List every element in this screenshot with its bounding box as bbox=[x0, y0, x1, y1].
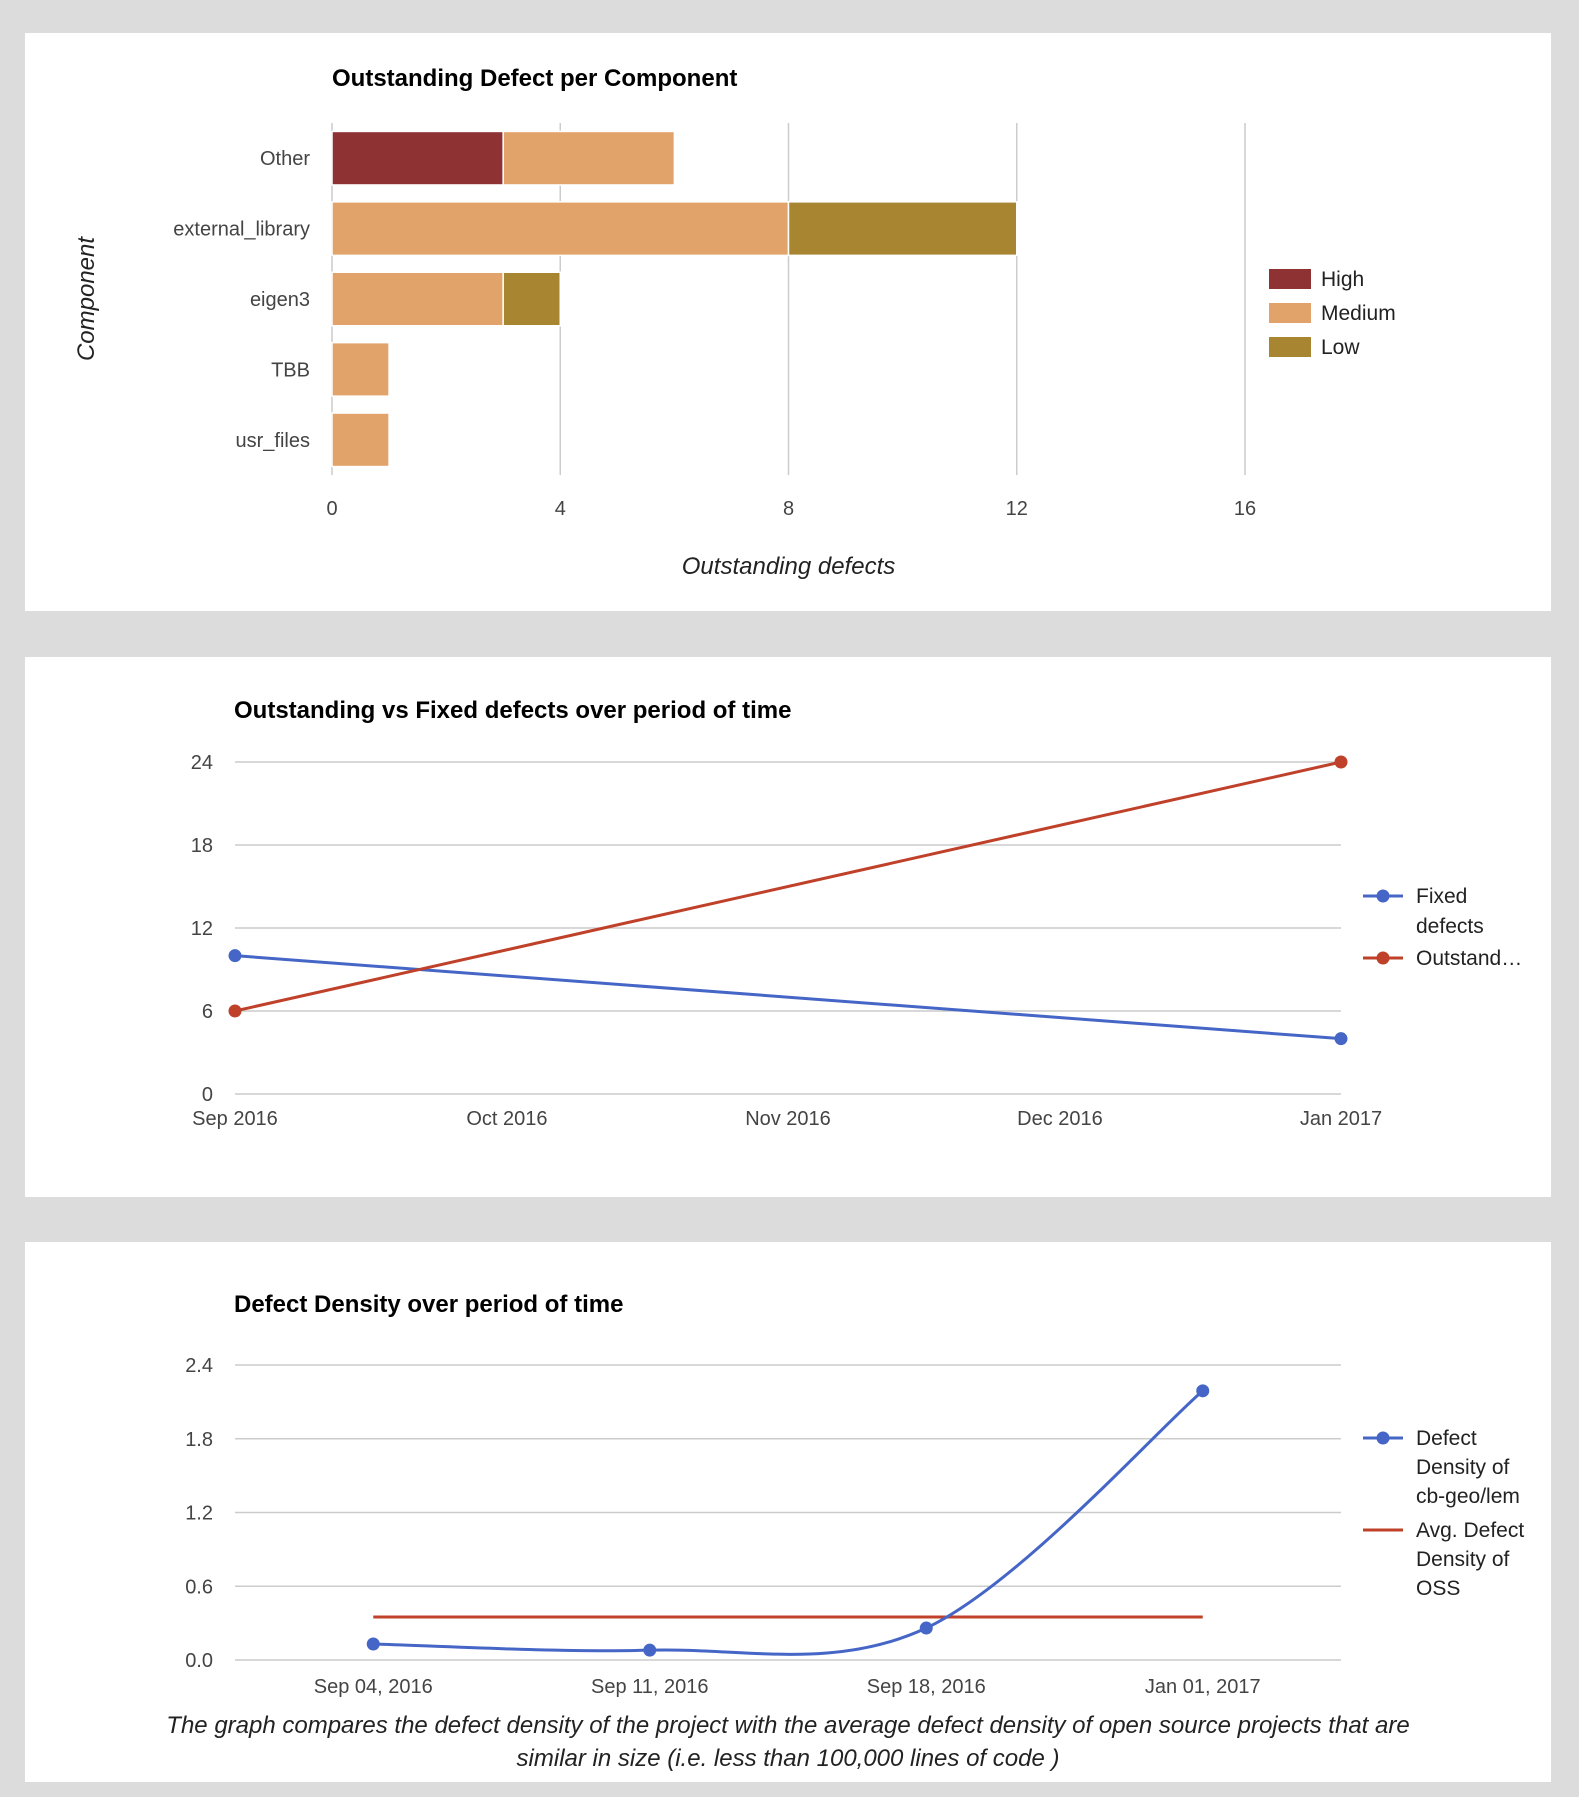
legend-label: OSS bbox=[1416, 1577, 1460, 1600]
y-tick-label: 18 bbox=[191, 835, 213, 857]
x-tick-label: Sep 18, 2016 bbox=[867, 1676, 986, 1698]
chart-title: Outstanding Defect per Component bbox=[332, 65, 737, 92]
x-tick-label: Dec 2016 bbox=[1017, 1108, 1103, 1130]
bar-segment bbox=[331, 130, 504, 186]
legend-label: Medium bbox=[1321, 302, 1396, 325]
y-tick-label: 1.2 bbox=[185, 1503, 213, 1525]
data-point bbox=[1196, 1384, 1210, 1398]
legend-marker bbox=[1376, 889, 1390, 903]
data-point bbox=[919, 1621, 933, 1635]
legend-label: Avg. Defect bbox=[1416, 1519, 1524, 1542]
bar-segment bbox=[331, 341, 390, 397]
category-label: Other bbox=[260, 148, 310, 170]
x-tick-label: Jan 01, 2017 bbox=[1145, 1676, 1261, 1698]
y-tick-label: 12 bbox=[191, 918, 213, 940]
x-axis-title: Outstanding defects bbox=[682, 553, 895, 580]
legend-marker bbox=[1376, 951, 1390, 965]
y-tick-label: 1.8 bbox=[185, 1429, 213, 1451]
chart-title: Outstanding vs Fixed defects over period… bbox=[234, 697, 791, 724]
y-tick-label: 6 bbox=[202, 1001, 213, 1023]
bar-segment bbox=[331, 271, 504, 327]
y-tick-label: 0.6 bbox=[185, 1576, 213, 1598]
x-tick-label: 8 bbox=[783, 498, 794, 520]
y-tick-label: 24 bbox=[191, 752, 213, 774]
legend-label: cb-geo/lem bbox=[1416, 1485, 1520, 1508]
y-tick-label: 2.4 bbox=[185, 1355, 213, 1377]
x-tick-label: 0 bbox=[326, 498, 337, 520]
data-point bbox=[643, 1643, 657, 1657]
defects-per-component-panel: Outstanding Defect per Component 0 4 8 12 16 O… bbox=[25, 33, 1551, 611]
data-point bbox=[228, 949, 242, 963]
chart-title: Defect Density over period of time bbox=[234, 1291, 623, 1318]
legend-label: defects bbox=[1416, 915, 1484, 938]
x-tick-label: 4 bbox=[555, 498, 566, 520]
legend-swatch bbox=[1269, 269, 1311, 289]
bar-segment bbox=[502, 130, 676, 186]
category-label: TBB bbox=[271, 359, 310, 381]
series-line bbox=[234, 954, 1342, 1041]
data-point bbox=[1334, 1032, 1348, 1046]
y-tick-label: 0 bbox=[202, 1084, 213, 1106]
series-line bbox=[234, 760, 1342, 1013]
legend-label: Fixed bbox=[1416, 885, 1467, 908]
legend-swatch bbox=[1269, 303, 1311, 323]
bar-segment bbox=[331, 412, 390, 468]
bar-segment bbox=[502, 271, 561, 327]
x-tick-label: 12 bbox=[1006, 498, 1028, 520]
legend-label: Density of bbox=[1416, 1548, 1510, 1571]
x-tick-label: Oct 2016 bbox=[466, 1108, 547, 1130]
legend-swatch bbox=[1269, 337, 1311, 357]
x-tick-label: Sep 04, 2016 bbox=[314, 1676, 433, 1698]
y-tick-label: 0.0 bbox=[185, 1650, 213, 1672]
outstanding-vs-fixed-panel: Outstanding vs Fixed defects over period… bbox=[25, 657, 1551, 1197]
x-tick-label: Jan 2017 bbox=[1300, 1108, 1382, 1130]
legend-label: High bbox=[1321, 268, 1364, 291]
data-point bbox=[228, 1004, 242, 1018]
outstanding-vs-fixed-chart: Outstanding vs Fixed defects over period… bbox=[191, 697, 1522, 1130]
x-tick-label: 16 bbox=[1234, 498, 1256, 520]
x-tick-label: Sep 11, 2016 bbox=[591, 1676, 709, 1698]
legend-label: Density of bbox=[1416, 1456, 1510, 1479]
legend-label: Outstand… bbox=[1416, 947, 1522, 970]
data-point bbox=[366, 1637, 380, 1651]
legend-marker bbox=[1376, 1431, 1390, 1445]
data-point bbox=[1334, 755, 1348, 769]
x-tick-label: Nov 2016 bbox=[745, 1108, 831, 1130]
legend-label: Low bbox=[1321, 336, 1360, 359]
y-axis-title: Component bbox=[73, 236, 100, 361]
bar-segment bbox=[787, 201, 1018, 257]
legend-label: Defect bbox=[1416, 1427, 1477, 1450]
defect-density-chart: Defect Density over period of time 0.0 0.6… bbox=[185, 1291, 1524, 1698]
category-label: usr_files bbox=[236, 430, 310, 452]
density-series-line bbox=[373, 1389, 1204, 1656]
x-tick-label: Sep 2016 bbox=[192, 1108, 278, 1130]
chart-caption: The graph compares the defect density of… bbox=[166, 1712, 1410, 1772]
category-label: external_library bbox=[173, 219, 310, 241]
bar-segment bbox=[331, 201, 790, 257]
defects-per-component-chart: Outstanding Defect per Component 0 4 8 12 16 O… bbox=[73, 65, 1396, 580]
category-label: eigen3 bbox=[250, 289, 310, 311]
defect-density-panel: Defect Density over period of time 0.0 0.6… bbox=[25, 1242, 1551, 1782]
